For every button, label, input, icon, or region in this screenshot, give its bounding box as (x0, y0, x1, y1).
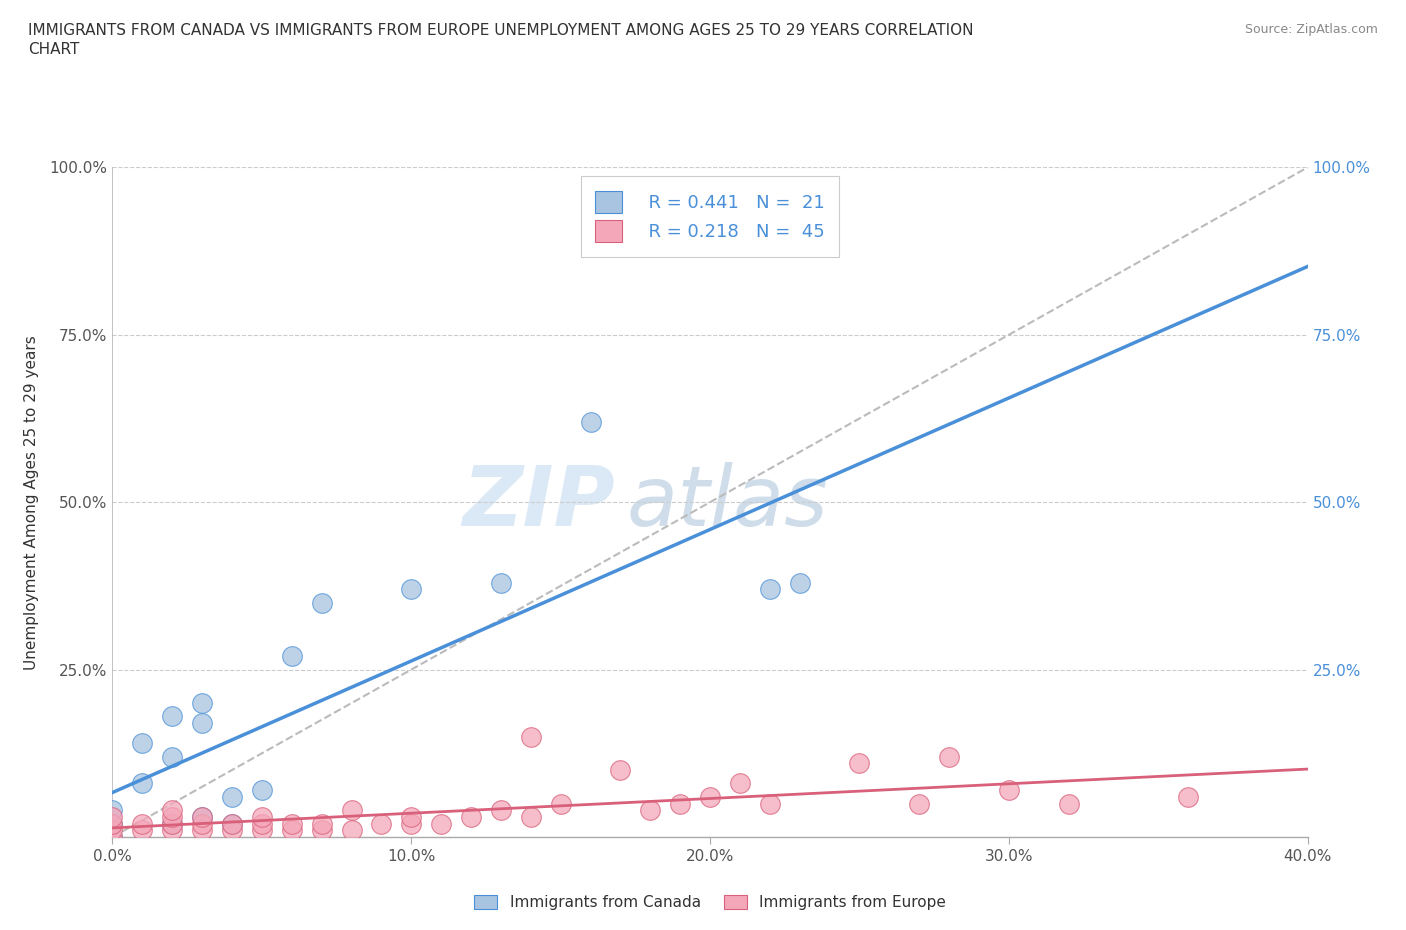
Point (938, 750, 960, 764)
Point (101, 803, 124, 817)
Point (311, 595, 333, 610)
Point (250, 783, 273, 798)
Point (221, 817, 243, 831)
Point (250, 817, 273, 831)
Point (759, 796, 782, 811)
Point (1177, 790, 1199, 804)
Point (101, 817, 124, 831)
Point (191, 809, 214, 824)
Text: IMMIGRANTS FROM CANADA VS IMMIGRANTS FROM EUROPE UNEMPLOYMENT AMONG AGES 25 TO 2: IMMIGRANTS FROM CANADA VS IMMIGRANTS FRO… (28, 23, 973, 38)
Point (162, 809, 183, 824)
Point (131, 823, 153, 838)
Point (520, 729, 543, 744)
Point (311, 823, 333, 838)
Point (221, 823, 243, 838)
Text: atlas: atlas (626, 461, 828, 543)
Point (370, 817, 392, 831)
Point (131, 817, 153, 831)
Point (430, 817, 453, 831)
Point (131, 736, 153, 751)
Point (401, 582, 423, 597)
Point (579, 415, 602, 430)
Point (162, 823, 183, 838)
Point (401, 809, 423, 824)
Point (131, 776, 153, 790)
Point (311, 817, 333, 831)
Point (162, 817, 183, 831)
Point (101, 817, 124, 831)
Y-axis label: Unemployment Among Ages 25 to 29 years: Unemployment Among Ages 25 to 29 years (24, 335, 38, 670)
Point (162, 817, 183, 831)
Point (250, 809, 273, 824)
Point (101, 830, 124, 844)
Point (609, 763, 631, 777)
Text: Source: ZipAtlas.com: Source: ZipAtlas.com (1244, 23, 1378, 36)
Point (669, 796, 692, 811)
Point (221, 817, 243, 831)
Point (191, 817, 214, 831)
Point (759, 582, 782, 597)
Point (1057, 796, 1080, 811)
Point (789, 575, 811, 590)
Point (699, 790, 721, 804)
Point (191, 809, 214, 824)
Point (162, 709, 183, 724)
Point (250, 823, 273, 838)
Point (281, 823, 304, 838)
Point (162, 750, 183, 764)
Point (520, 809, 543, 824)
Point (281, 649, 304, 664)
Point (489, 803, 512, 817)
Point (191, 696, 214, 711)
Point (162, 803, 183, 817)
Point (101, 809, 124, 824)
Text: CHART: CHART (28, 42, 80, 57)
Point (489, 575, 512, 590)
Point (191, 823, 214, 838)
Text: ZIP: ZIP (461, 461, 614, 543)
Point (101, 823, 124, 838)
Point (191, 716, 214, 731)
Point (340, 803, 363, 817)
Point (908, 796, 931, 811)
Point (638, 803, 662, 817)
Point (340, 823, 363, 838)
Point (460, 809, 482, 824)
Point (550, 796, 572, 811)
Point (101, 830, 124, 844)
Point (848, 756, 870, 771)
Point (281, 817, 304, 831)
Point (998, 783, 1021, 798)
Point (221, 790, 243, 804)
Legend: Immigrants from Canada, Immigrants from Europe: Immigrants from Canada, Immigrants from … (468, 889, 952, 916)
Point (401, 817, 423, 831)
Point (728, 776, 751, 790)
